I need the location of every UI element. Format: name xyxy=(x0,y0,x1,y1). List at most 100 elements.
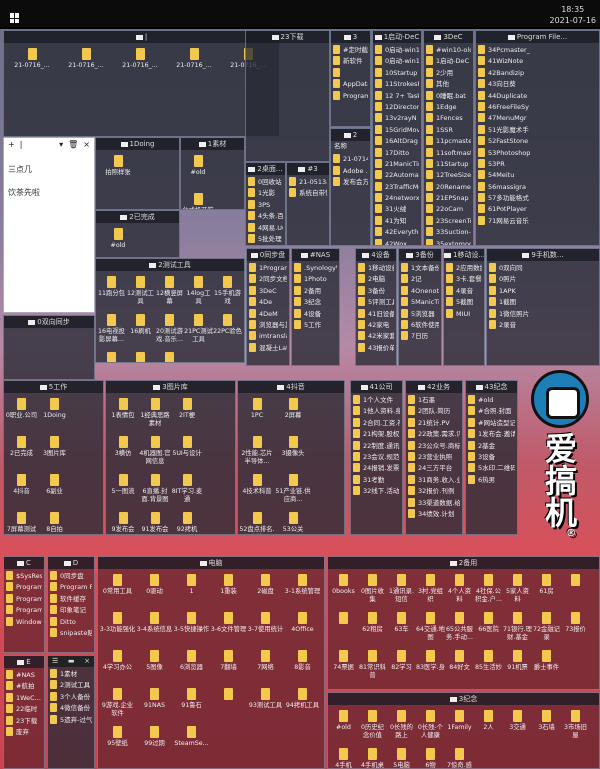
fence-title-bar[interactable]: Program File... xyxy=(476,31,599,43)
desktop-item[interactable]: 41为知 xyxy=(375,215,419,227)
desktop-item[interactable]: 0长残的路上 xyxy=(387,708,416,746)
desktop-item[interactable]: 21ManicTime xyxy=(375,158,419,170)
sticky-note[interactable]: + | ▾ 🗑 × 三点几 饮茶先啦 xyxy=(3,137,95,313)
desktop-item[interactable]: 7屏幕测试 xyxy=(5,510,38,534)
desktop-item[interactable]: 1光影 xyxy=(248,188,283,199)
desktop-item[interactable]: 43报价单.抢 xyxy=(358,342,394,354)
desktop-item[interactable]: #定时截图 xyxy=(333,45,368,56)
desktop-item[interactable]: 3交通 xyxy=(503,708,532,746)
desktop-item[interactable]: 5UI与设计 xyxy=(171,434,203,472)
desktop-item[interactable]: 爵士事件 xyxy=(532,648,561,686)
desktop-item[interactable]: 1石墨 xyxy=(408,395,460,406)
desktop-item[interactable]: 91NAS xyxy=(136,686,173,724)
desktop-item[interactable]: 23公众号.商标认证 xyxy=(408,440,460,452)
desktop-item[interactable]: 0图片收集 xyxy=(358,572,387,610)
desktop-item[interactable]: 0回收站 xyxy=(248,177,283,188)
desktop-item[interactable]: 3市场旧屋 xyxy=(561,708,590,746)
desktop-item[interactable]: 新软件 xyxy=(333,56,368,67)
desktop-item[interactable]: 2人 xyxy=(474,708,503,746)
desktop-item[interactable]: 9发布会PPT xyxy=(107,510,139,534)
desktop-item[interactable]: 21构架.股权.资 xyxy=(353,429,400,440)
fence-title-bar[interactable]: 42业务 xyxy=(406,381,462,393)
desktop-item[interactable]: 33Suction-测 xyxy=(426,227,471,238)
desktop-item[interactable]: 系统自带快 xyxy=(289,188,327,199)
desktop-item[interactable]: 1APK xyxy=(489,285,597,297)
desktop-item[interactable]: 4手机 xyxy=(329,746,358,768)
add-icon[interactable]: + xyxy=(8,140,15,149)
desktop-item[interactable]: 51产业链.供应商... xyxy=(275,472,311,510)
desktop-item[interactable]: imtranslato xyxy=(249,331,287,342)
desktop-item[interactable]: 0同步盘 xyxy=(50,571,92,582)
desktop-item[interactable]: 44Duplicate xyxy=(478,90,597,102)
desktop-item[interactable]: 6热男 xyxy=(468,474,515,486)
desktop-item[interactable]: 82学习 xyxy=(387,648,416,686)
desktop-item[interactable]: 2屏幕 xyxy=(275,396,311,434)
desktop-item[interactable]: $SysReset xyxy=(6,571,42,582)
desktop-item[interactable]: 3设备 xyxy=(468,451,515,463)
desktop-item[interactable]: #old xyxy=(329,708,358,746)
desktop-item[interactable]: 22政策.需求.评论 xyxy=(408,429,460,440)
desktop-item[interactable]: 74票据 xyxy=(329,648,358,686)
desktop-item[interactable]: 1截图 xyxy=(489,297,597,308)
desktop-item[interactable]: 3卡.套餐 xyxy=(446,274,482,285)
desktop-item[interactable]: 12TreeSize xyxy=(426,170,471,181)
list-item[interactable]: 4微信备份 xyxy=(50,703,92,714)
desktop-item[interactable]: 1表情包 xyxy=(107,396,139,434)
desktop-item[interactable]: 2电脑 xyxy=(358,274,394,285)
desktop-item[interactable]: 24报销.发票 xyxy=(353,463,400,474)
desktop-item[interactable]: 12测试工具 xyxy=(126,274,155,312)
desktop-item[interactable]: 23TrafficMonit xyxy=(375,181,419,193)
desktop-item[interactable]: 95壁纸 xyxy=(99,724,136,762)
desktop-item[interactable]: 7翻墙 xyxy=(210,648,247,686)
desktop-item[interactable]: 1他人资料.身份 xyxy=(353,406,400,417)
desktop-item[interactable]: 91鲁石 xyxy=(173,686,210,724)
desktop-item[interactable]: 3摄像头 xyxy=(275,434,311,472)
desktop-item[interactable]: AppData xyxy=(333,79,368,90)
desktop-item[interactable]: 7网络 xyxy=(247,648,284,686)
desktop-item[interactable]: 4录音 xyxy=(446,285,482,297)
desktop-item[interactable]: 2已完成 xyxy=(5,434,38,472)
desktop-item[interactable]: 2记 xyxy=(401,274,439,285)
desktop-item[interactable]: Ditto xyxy=(50,616,92,628)
fence-title-bar[interactable]: 4抖音 xyxy=(238,381,344,393)
desktop-item[interactable]: 71网易云音乐 xyxy=(478,215,597,227)
fence-title-bar[interactable]: 9手机数... xyxy=(487,249,599,261)
desktop-item[interactable]: 64交通.地图 xyxy=(416,610,445,648)
desktop-item[interactable]: #old xyxy=(182,153,214,191)
desktop-item[interactable]: 11Startup Del xyxy=(426,158,471,170)
desktop-item[interactable]: 57多功能格式 xyxy=(478,193,597,204)
desktop-item[interactable]: 3PS xyxy=(248,199,283,211)
menu-icon[interactable]: ☰ xyxy=(52,657,59,665)
desktop-item[interactable]: 8影音 xyxy=(284,648,321,686)
fence-title-bar[interactable]: D xyxy=(48,557,94,569)
desktop-item[interactable]: 1Doing xyxy=(38,396,71,434)
desktop-item[interactable]: 13v2rayN xyxy=(375,113,419,124)
desktop-item[interactable]: 3-4系统信息 xyxy=(136,610,173,648)
fence-title-bar[interactable]: 2已完成 xyxy=(96,211,179,223)
desktop-item[interactable]: 3备份 xyxy=(358,285,394,297)
trash-icon[interactable]: 🗑 xyxy=(68,140,79,149)
desktop-item[interactable]: 65公共服务.手动... xyxy=(445,610,474,648)
desktop-item[interactable]: 5批处理 xyxy=(248,233,283,245)
desktop-item[interactable]: 0历史纪念价值 xyxy=(358,708,387,746)
desktop-item[interactable]: 52FastStone xyxy=(478,136,597,147)
desktop-item[interactable]: 5图像 xyxy=(136,648,173,686)
desktop-item[interactable]: 1Family xyxy=(445,708,474,746)
desktop-item[interactable]: 0常用工具 xyxy=(99,572,136,610)
desktop-item[interactable]: 5水印.二维码 xyxy=(468,463,515,474)
desktop-item[interactable]: 6物 xyxy=(416,746,445,768)
fence-title-bar[interactable]: C xyxy=(4,557,44,569)
desktop-item[interactable]: 4DeM xyxy=(249,308,287,320)
desktop-item[interactable]: 24三方平台 xyxy=(408,463,460,474)
desktop-item[interactable]: 1Photo xyxy=(294,274,337,285)
desktop-item[interactable]: 5一图流 xyxy=(107,472,139,510)
desktop-item[interactable]: 16电视投影屏幕... xyxy=(97,312,126,350)
desktop-item[interactable]: 42Wox xyxy=(375,238,419,245)
fence-title-bar[interactable]: 3纪念 xyxy=(328,693,599,705)
fence-title-bar[interactable]: 0双向同步 xyxy=(4,316,94,328)
desktop-item[interactable]: 15GridMove xyxy=(375,124,419,136)
desktop-item[interactable]: 21-0716_... xyxy=(5,46,59,84)
desktop-item[interactable]: Windows xyxy=(6,616,42,628)
desktop-item[interactable]: 16刷机 xyxy=(126,312,155,350)
desktop-item[interactable]: 其他 xyxy=(426,79,471,90)
